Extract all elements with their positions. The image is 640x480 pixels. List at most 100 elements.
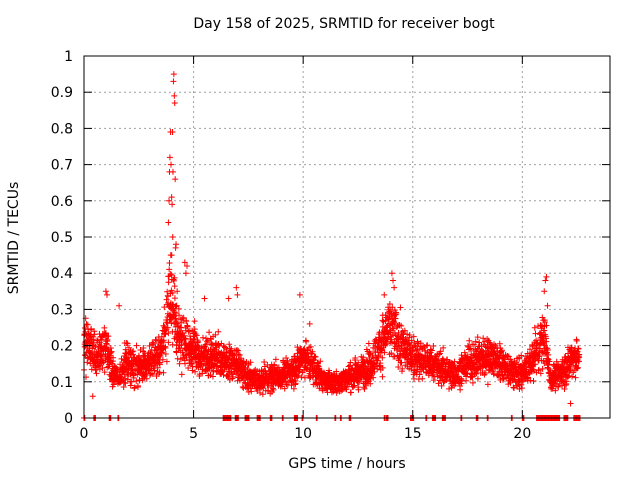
data-point <box>518 352 525 359</box>
data-point <box>474 334 481 341</box>
data-point <box>173 241 180 248</box>
data-point <box>516 355 523 362</box>
data-point <box>154 364 161 371</box>
data-point <box>295 372 302 379</box>
x-tick-label: 10 <box>294 426 312 442</box>
data-point <box>236 352 243 359</box>
x-tick-label: 15 <box>404 426 422 442</box>
y-tick-label: 0.1 <box>51 375 73 391</box>
data-point <box>235 351 242 358</box>
data-point <box>169 129 176 136</box>
data-point <box>399 365 406 372</box>
data-point <box>102 288 109 295</box>
data-point <box>495 371 502 378</box>
data-points <box>81 71 583 421</box>
data-point <box>193 332 200 339</box>
data-point <box>391 284 398 291</box>
data-point <box>379 364 386 371</box>
data-point <box>104 291 111 298</box>
data-point <box>397 304 404 311</box>
data-point <box>140 344 147 351</box>
data-point <box>225 295 232 302</box>
data-point <box>555 383 562 390</box>
data-point <box>160 369 167 376</box>
data-point <box>158 333 165 340</box>
data-point <box>474 366 481 373</box>
data-point <box>498 347 505 354</box>
data-point <box>457 386 464 393</box>
data-point <box>163 319 170 326</box>
data-point <box>165 219 172 226</box>
data-point <box>472 338 479 345</box>
data-point <box>209 341 216 348</box>
data-point <box>181 259 188 266</box>
data-point <box>98 353 105 360</box>
data-point <box>543 322 550 329</box>
data-point <box>542 277 549 284</box>
data-point <box>469 379 476 386</box>
data-point <box>545 361 552 368</box>
data-point <box>574 364 581 371</box>
data-point <box>201 295 208 302</box>
data-point <box>162 351 169 358</box>
data-point <box>133 342 140 349</box>
data-point <box>89 393 96 400</box>
data-point <box>390 277 397 284</box>
data-point <box>164 293 171 300</box>
y-tick-label: 0.7 <box>51 158 73 174</box>
data-point <box>110 354 117 361</box>
data-point <box>171 283 178 290</box>
data-point <box>530 378 537 385</box>
data-point <box>389 304 396 311</box>
data-point <box>90 336 97 343</box>
data-point <box>443 377 450 384</box>
data-point <box>101 324 108 331</box>
data-point <box>424 342 431 349</box>
data-point <box>171 309 178 316</box>
data-point <box>367 375 374 382</box>
data-point <box>365 340 372 347</box>
data-point <box>83 321 90 328</box>
data-point <box>411 342 418 349</box>
data-point <box>393 311 400 317</box>
y-tick-label: 0.6 <box>51 194 73 210</box>
chart-title: Day 158 of 2025, SRMTID for receiver bog… <box>193 16 495 32</box>
data-point <box>214 341 221 348</box>
data-point <box>174 355 181 362</box>
data-point <box>272 356 279 363</box>
data-point <box>203 338 210 345</box>
data-point <box>386 316 393 323</box>
data-point <box>131 384 138 391</box>
data-point <box>430 343 437 349</box>
data-point <box>410 333 417 340</box>
data-point <box>226 341 233 348</box>
x-tick-label: 5 <box>189 426 198 442</box>
data-point <box>392 315 399 322</box>
data-point <box>418 368 425 375</box>
data-point <box>282 378 289 385</box>
data-point <box>96 366 103 373</box>
data-point <box>185 328 192 335</box>
data-point <box>166 260 173 267</box>
data-point <box>165 339 172 346</box>
data-point <box>437 348 444 355</box>
data-point <box>116 302 123 309</box>
data-point <box>178 371 185 378</box>
data-point <box>108 348 115 355</box>
data-point <box>88 366 95 373</box>
data-point <box>143 375 150 382</box>
data-point <box>184 262 191 269</box>
data-point <box>169 168 176 175</box>
data-point <box>172 176 179 183</box>
data-point <box>541 317 548 324</box>
data-point <box>301 345 308 352</box>
x-axis-label: GPS time / hours <box>288 456 406 472</box>
data-point <box>572 374 579 381</box>
data-point <box>292 377 299 384</box>
data-point <box>166 266 173 273</box>
data-point <box>362 382 369 389</box>
data-point <box>173 302 180 309</box>
data-point <box>541 288 548 295</box>
data-point <box>343 386 350 393</box>
data-point <box>576 354 583 361</box>
